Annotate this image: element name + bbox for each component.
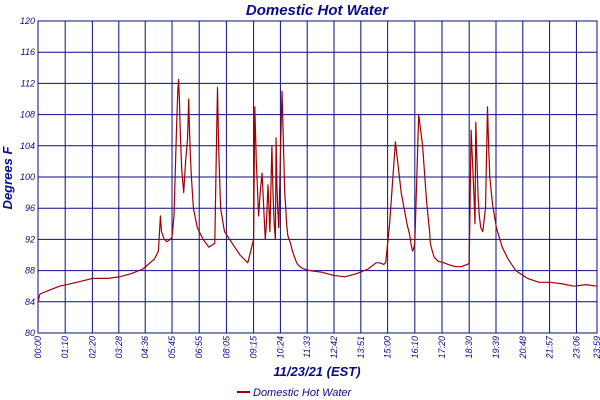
x-tick-label: 13:51 <box>356 336 366 359</box>
x-tick-label: 08:05 <box>221 335 231 359</box>
y-tick-label: 80 <box>25 328 35 338</box>
x-tick-label: 17:20 <box>437 336 447 359</box>
y-tick-label: 100 <box>20 172 35 182</box>
x-axis-ticks: 00:00 01:10 02:20 03:28 04:36 05:45 06:55 08:05… <box>33 335 600 360</box>
x-tick-label: 11:33 <box>302 336 312 358</box>
x-tick-label: 00:00 <box>33 336 43 359</box>
y-tick-label: 116 <box>21 47 35 57</box>
x-tick-label: 23:59 <box>592 336 600 360</box>
x-tick-label: 04:36 <box>140 336 150 359</box>
x-tick-label: 02:20 <box>87 336 97 359</box>
gridlines <box>37 20 598 334</box>
x-tick-label: 01:10 <box>60 336 70 359</box>
plot-frame <box>37 20 598 334</box>
x-tick-label: 20:48 <box>518 336 528 360</box>
series-line-domestic-hot-water <box>37 78 598 302</box>
y-tick-label: 96 <box>25 203 35 213</box>
x-tick-label: 19:39 <box>491 336 501 359</box>
legend: Domestic Hot Water <box>237 387 353 399</box>
y-tick-label: 104 <box>20 141 35 151</box>
y-tick-label: 120 <box>20 16 35 26</box>
y-tick-label: 112 <box>21 78 35 88</box>
chart-title: Domestic Hot Water <box>246 2 389 19</box>
x-tick-label: 03:28 <box>114 336 124 359</box>
x-tick-label: 09:15 <box>249 335 259 359</box>
x-tick-label: 16:10 <box>410 336 420 359</box>
y-tick-label: 92 <box>25 234 35 244</box>
y-tick-label: 88 <box>25 266 35 276</box>
legend-label-domestic-hot-water: Domestic Hot Water <box>253 387 353 399</box>
x-tick-label: 05:45 <box>167 335 177 359</box>
x-tick-label: 10:24 <box>275 336 285 359</box>
x-tick-label: 06:55 <box>194 335 204 359</box>
x-tick-label: 18:30 <box>464 336 474 359</box>
y-tick-label: 84 <box>25 297 35 307</box>
series-layer <box>37 78 598 302</box>
x-tick-label: 21:57 <box>545 335 555 360</box>
y-axis-ticks: 80 84 88 92 96 100 104 108 112 116 120 <box>20 16 35 338</box>
x-tick-label: 12:42 <box>329 336 339 359</box>
y-axis-label: Degrees F <box>0 146 15 210</box>
x-tick-label: 23:06 <box>571 336 581 360</box>
y-tick-label: 108 <box>20 110 35 120</box>
x-tick-label: 15:00 <box>383 336 393 359</box>
x-axis-label: 11/23/21 (EST) <box>273 364 360 379</box>
